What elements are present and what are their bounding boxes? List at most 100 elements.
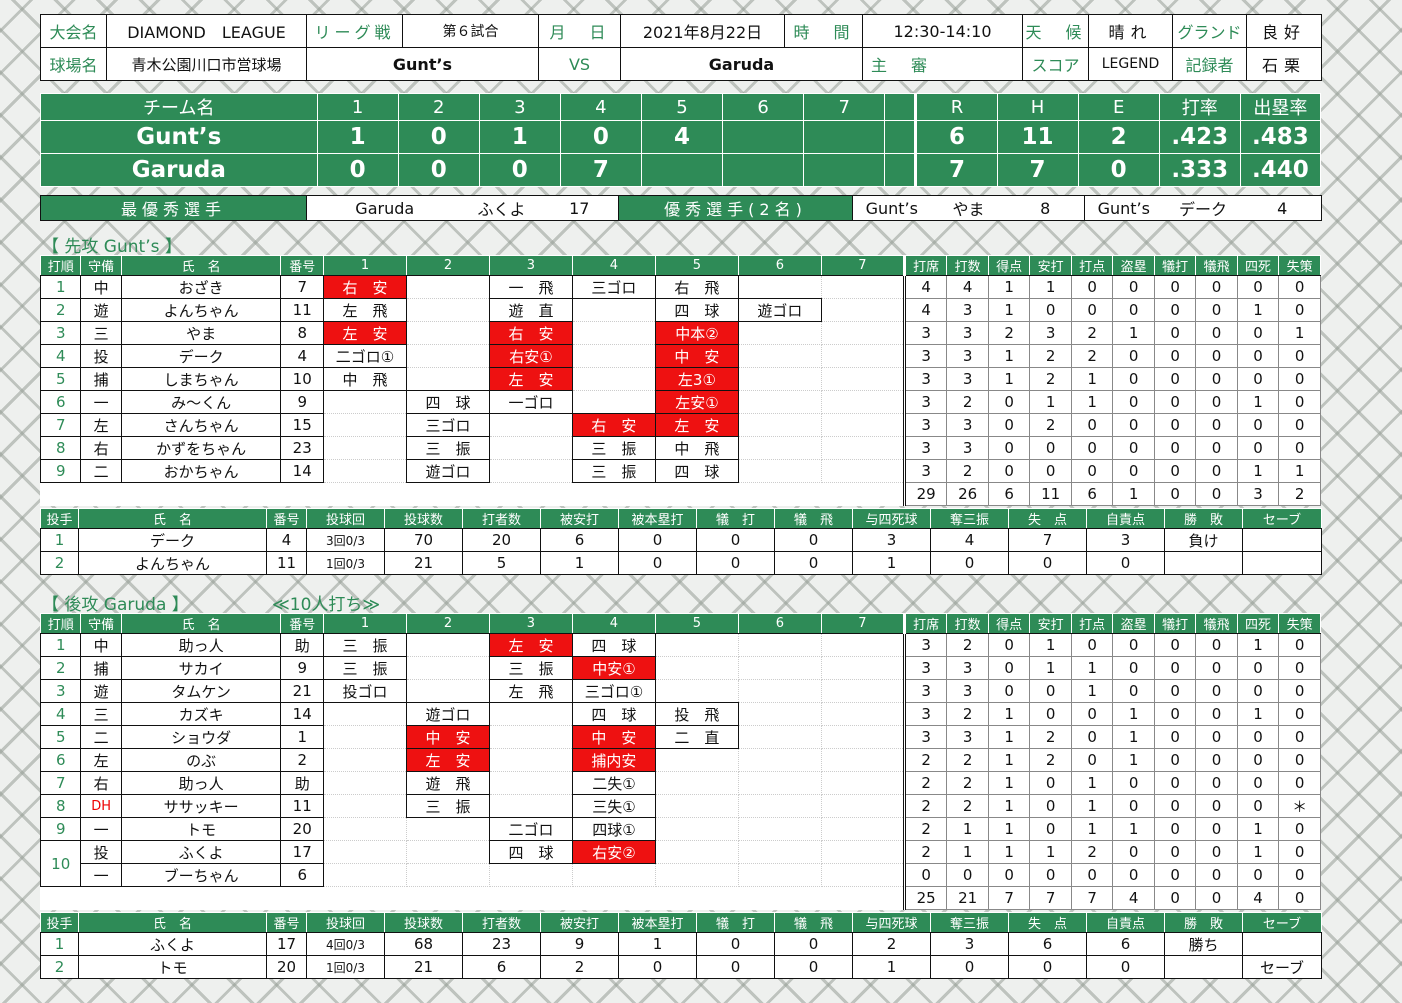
batting-stat: 2 bbox=[946, 771, 989, 795]
batting-stat: 0 bbox=[1195, 702, 1238, 726]
batting-stat: ＊ bbox=[1278, 794, 1321, 818]
batting-stat: 2 bbox=[987, 321, 1031, 345]
batting-order: 1 bbox=[39, 275, 82, 299]
pitching-stat bbox=[1242, 528, 1322, 552]
batting-inning-result: 左 安 bbox=[322, 321, 407, 345]
batting-inning-result: 三ゴロ① bbox=[571, 679, 656, 703]
batting-stat: 0 bbox=[1153, 725, 1197, 749]
pitching-header-cell: 投手 bbox=[40, 912, 79, 933]
batting-inning-result bbox=[488, 794, 573, 818]
batting-inning-result: 左 安 bbox=[488, 367, 573, 391]
pitching-stat bbox=[1164, 551, 1243, 575]
batting-total: 7 bbox=[1070, 886, 1114, 910]
batting-stat: 0 bbox=[1112, 840, 1155, 864]
batting-header-cell: 氏 名 bbox=[120, 255, 282, 276]
batting-stat: 0 bbox=[1112, 459, 1155, 483]
pitching-stat: 23 bbox=[462, 932, 541, 956]
batting-stat: 0 bbox=[1195, 817, 1238, 841]
batting-total: 0 bbox=[1278, 886, 1321, 910]
batting-stat: 1 bbox=[1236, 840, 1280, 864]
pitching-stat: 0 bbox=[774, 551, 853, 575]
pitching-stat: 0 bbox=[1086, 551, 1165, 575]
first-team-heading: 【 先攻 Gunt’s 】 bbox=[42, 237, 182, 257]
good-player1-name: やま bbox=[930, 195, 1007, 221]
scoreboard-header-cell: 打率 bbox=[1158, 93, 1241, 121]
pitching-header-cell: 番号 bbox=[266, 508, 307, 529]
batting-inning-result: 四 球 bbox=[571, 702, 656, 726]
batting-stat: 0 bbox=[1195, 298, 1238, 322]
batting-header-cell: 7 bbox=[820, 613, 905, 634]
batting-stat: 3 bbox=[946, 436, 989, 460]
batting-order: 9 bbox=[39, 459, 82, 483]
pitching-stat: 6 bbox=[1086, 932, 1165, 956]
batting-stat: 2 bbox=[1070, 321, 1114, 345]
batting-stat: 0 bbox=[987, 459, 1031, 483]
batting-stat: 0 bbox=[1195, 367, 1238, 391]
pitching-header-cell: 犠 打 bbox=[696, 508, 775, 529]
batting-inning-result: 三 振 bbox=[322, 656, 407, 680]
scoreboard-cell bbox=[803, 153, 886, 187]
batting-row: 9 一トモ 20 二ゴロ 四球① 2 1 1 0 1 1 0 0 1 0 bbox=[39, 817, 1321, 841]
batting-inning-result: 左 飛 bbox=[322, 298, 407, 322]
batting-inning-result bbox=[654, 748, 739, 772]
pitching-row: 2 トモ 20 1回0/3 21 6 2 0 0 0 1 0 0 0 セーブ bbox=[40, 955, 1322, 979]
batting-inning-result bbox=[820, 390, 905, 414]
team2-name: Garuda bbox=[620, 47, 863, 81]
batting-inning-result: 遊 直 bbox=[488, 298, 573, 322]
batting-inning-result: 右安① bbox=[488, 344, 573, 368]
batting-order: 6 bbox=[39, 748, 82, 772]
scoreboard-cell: 0 bbox=[397, 120, 480, 154]
batting-stat: 0 bbox=[1153, 390, 1197, 414]
batting-inning-result: 中安① bbox=[571, 656, 656, 680]
pitching-stat: 0 bbox=[618, 528, 697, 552]
batting-position: 投 bbox=[80, 840, 122, 864]
batting-inning-result bbox=[405, 367, 490, 391]
batting-header-cell: 4 bbox=[571, 613, 656, 634]
good-player-label: 優秀選手(2名) bbox=[618, 195, 853, 221]
batting-inning-result bbox=[820, 725, 905, 749]
scoreboard-cell: 1 bbox=[316, 120, 399, 154]
pitcher-innings: 3回0/3 bbox=[306, 528, 385, 552]
batting-stat: 1 bbox=[1029, 390, 1072, 414]
batting-inning-result bbox=[737, 633, 822, 657]
batting-stat: 3 bbox=[946, 367, 989, 391]
batting-header-cell: 氏 名 bbox=[120, 613, 282, 634]
batting-stat: 0 bbox=[1153, 298, 1197, 322]
batting-order: 6 bbox=[39, 390, 82, 414]
batting-inning-result bbox=[322, 771, 407, 795]
time-label: 時 間 bbox=[784, 14, 863, 48]
batting-stat: 3 bbox=[902, 725, 948, 749]
batting-stat: 1 bbox=[1236, 390, 1280, 414]
batting-inning-result: 四 球 bbox=[571, 633, 656, 657]
pitching-header-cell: 打者数 bbox=[462, 508, 541, 529]
batting-inning-result bbox=[737, 794, 822, 818]
batting-header-cell: 打席 bbox=[902, 613, 948, 634]
batting-inning-result: 四 球 bbox=[654, 298, 739, 322]
batting-stat: 2 bbox=[1029, 725, 1072, 749]
batting-header-cell: 打順 bbox=[39, 255, 82, 276]
pitching-header-cell: 氏 名 bbox=[78, 912, 267, 933]
batting-row: 7 右助っ人助遊 飛二失① 2 2 1 0 1 0 0 0 0 0 bbox=[39, 771, 1321, 795]
pitching-header-cell: 打者数 bbox=[462, 912, 541, 933]
batting-player-number: 助 bbox=[280, 771, 324, 795]
pitching-stat: 68 bbox=[384, 932, 463, 956]
pitching-header-cell: 奪三振 bbox=[930, 912, 1009, 933]
batting-header-row: 打順 守備氏 名番号 1 2 3 4 5 6 7 打席 打数 得点 安打 打点 盗塁 犠打 犠飛 四死 失策 bbox=[39, 255, 1321, 276]
batting-order: 2 bbox=[39, 656, 82, 680]
batting-player-name: デーク bbox=[120, 344, 282, 368]
batting-stat: 1 bbox=[987, 344, 1031, 368]
batting-total: 21 bbox=[946, 886, 989, 910]
batting-player-name: タムケン bbox=[120, 679, 282, 703]
batting-stat: 0 bbox=[1153, 702, 1197, 726]
batting-inning-result: 二ゴロ① bbox=[322, 344, 407, 368]
batting-stat: 0 bbox=[1029, 459, 1072, 483]
batting-inning-result: 遊ゴロ bbox=[405, 702, 490, 726]
batting-total: 2 bbox=[1278, 482, 1321, 506]
pitching-stat: 0 bbox=[696, 551, 775, 575]
batting-inning-result bbox=[322, 794, 407, 818]
batting-player-name: のぶ bbox=[120, 748, 282, 772]
batting-stat: 0 bbox=[1029, 863, 1072, 887]
batting-header-cell: 7 bbox=[820, 255, 905, 276]
batting-header-cell: 得点 bbox=[987, 613, 1031, 634]
scoreboard-header-cell: 5 bbox=[640, 93, 724, 121]
